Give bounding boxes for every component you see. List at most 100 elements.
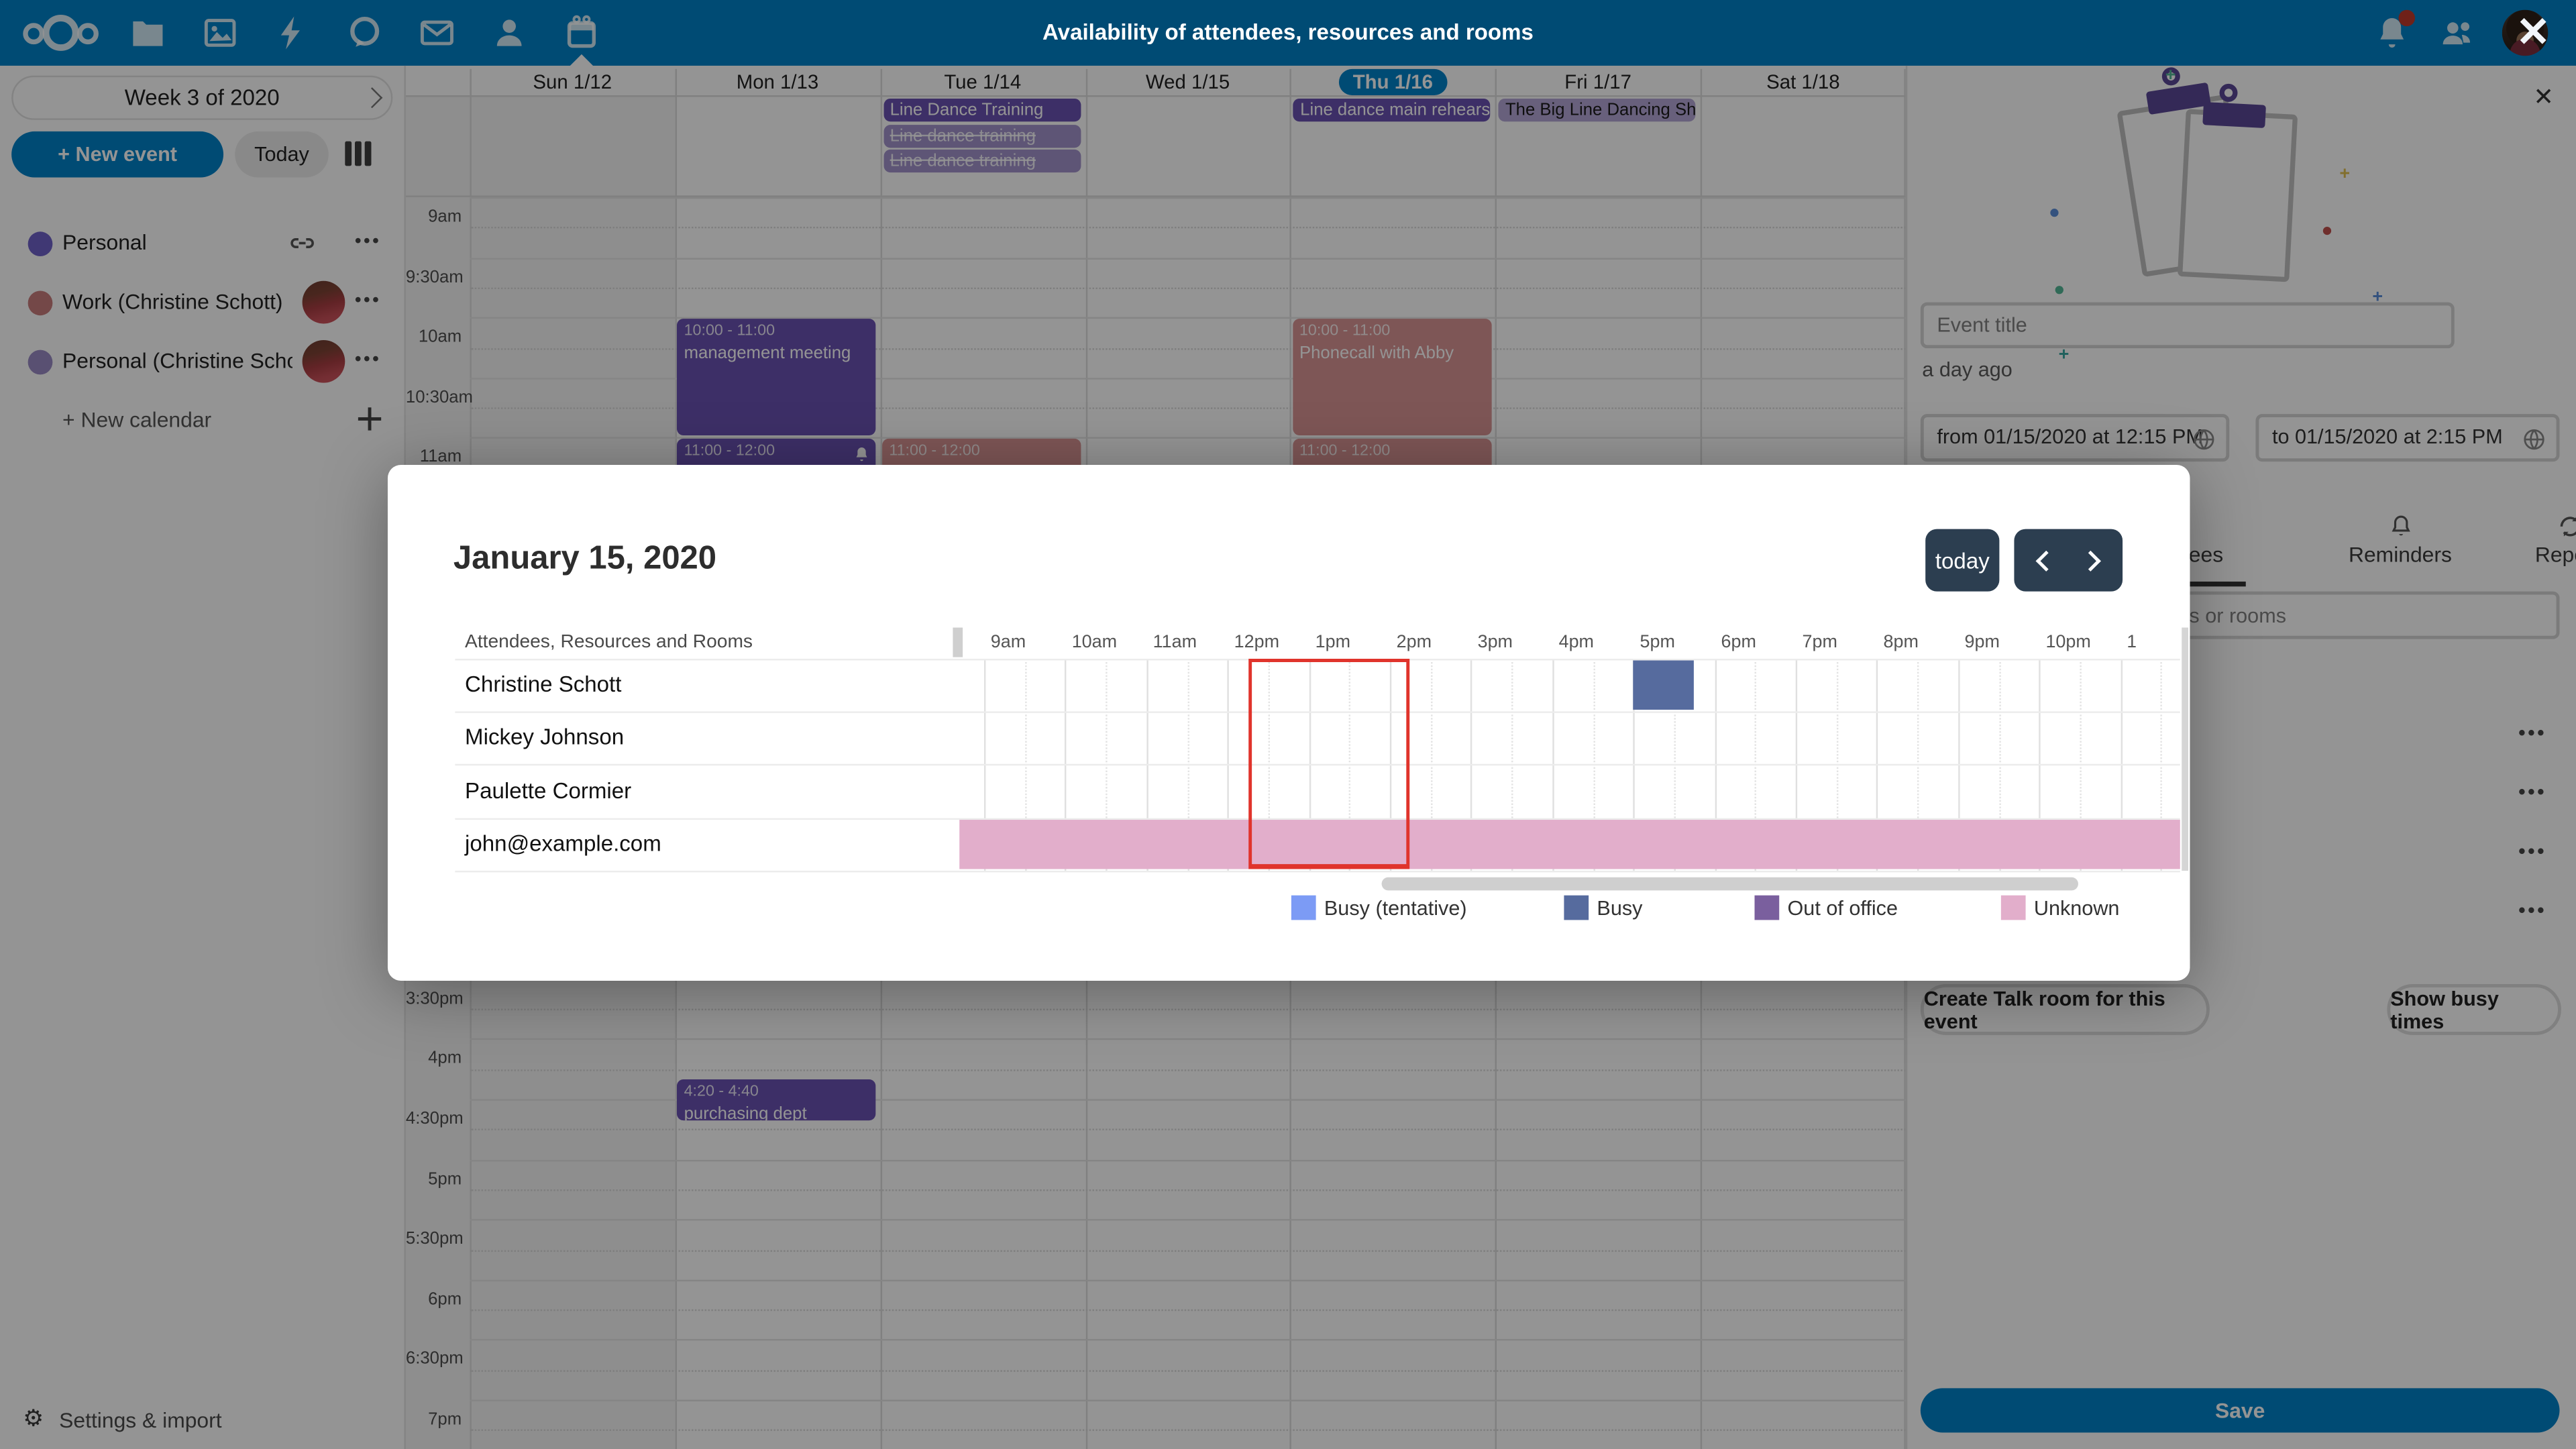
- timed-event[interactable]: 10:00 - 11:00 management meeting: [677, 318, 876, 436]
- slot-line: [470, 1219, 1906, 1222]
- slot-line: [470, 1279, 1906, 1281]
- gear-icon: ⚙: [23, 1404, 44, 1432]
- reminders-tab-icon: [2326, 513, 2474, 542]
- tab-repeat[interactable]: Repeat: [2496, 513, 2576, 585]
- slot-line: [470, 1038, 1906, 1041]
- calendar-color-dot: [28, 350, 53, 375]
- event-title-input[interactable]: [1920, 302, 2455, 349]
- new-calendar-button[interactable]: + New calendar: [62, 407, 212, 433]
- timed-event[interactable]: 4:20 - 4:40 purchasing dept: [677, 1079, 876, 1121]
- day-header: Fri 1/17: [1564, 70, 1631, 94]
- time-header-label: 2pm: [1396, 632, 1432, 653]
- week-selector[interactable]: Week 3 of 2020: [11, 75, 393, 120]
- row-border: [455, 870, 2180, 872]
- quarter-line: [470, 1430, 1906, 1432]
- time-header-label: 9pm: [1964, 632, 2000, 653]
- time-header-label: 1pm: [1315, 632, 1351, 653]
- time-header-label: 12pm: [1234, 632, 1280, 653]
- new-event-button[interactable]: + New event: [11, 131, 224, 178]
- row-border: [455, 817, 2180, 820]
- calendar-name: Personal (Christine Scho…: [62, 348, 292, 373]
- day-header: Wed 1/15: [1145, 70, 1230, 94]
- attendee-more-menu[interactable]: •••: [2518, 780, 2547, 804]
- calendar-list-item[interactable]: Work (Christine Schott) •••: [0, 273, 406, 332]
- time-label: 6:30pm: [405, 1349, 464, 1369]
- mail-app-icon[interactable]: [417, 13, 457, 53]
- vertical-scrollbar[interactable]: [2182, 627, 2189, 871]
- start-datetime-field[interactable]: from 01/15/2020 at 12:15 PM: [1920, 414, 2230, 462]
- allday-event[interactable]: The Big Line Dancing Show: [1499, 99, 1696, 123]
- slot-line: [470, 1399, 1906, 1401]
- calendar-more-menu[interactable]: •••: [354, 350, 382, 370]
- end-datetime-field[interactable]: to 01/15/2020 at 2:15 PM: [2255, 414, 2560, 462]
- time-header-label: 4pm: [1558, 632, 1595, 653]
- photos-app-icon[interactable]: [201, 13, 240, 53]
- user-avatar[interactable]: [2502, 9, 2548, 56]
- allday-event[interactable]: Line dance training: [883, 150, 1081, 173]
- contacts-menu-icon[interactable]: [2438, 13, 2477, 53]
- save-button[interactable]: Save: [1920, 1388, 2560, 1433]
- calendar-color-dot: [28, 290, 53, 316]
- event-title: purchasing dept: [684, 1104, 807, 1121]
- time-label: 6pm: [428, 1289, 462, 1309]
- calendar-more-menu[interactable]: •••: [354, 231, 382, 252]
- timezone-globe-icon[interactable]: [2522, 425, 2546, 466]
- share-link-icon[interactable]: [289, 230, 315, 256]
- quarter-line: [470, 407, 1906, 410]
- week-label: Week 3 of 2020: [124, 85, 280, 111]
- repeat-tab-icon: [2496, 513, 2576, 542]
- modified-timestamp: a day ago: [1922, 358, 2012, 382]
- allday-event[interactable]: Line dance main rehearsal: [1293, 99, 1491, 123]
- contacts-app-icon[interactable]: [490, 13, 529, 53]
- attendee-more-menu[interactable]: •••: [2518, 721, 2547, 745]
- modal-header-title: Availability of attendees, resources and…: [1042, 19, 1534, 45]
- calendar-more-menu[interactable]: •••: [354, 290, 382, 311]
- timezone-globe-icon[interactable]: [2192, 425, 2216, 466]
- quarter-line: [470, 1069, 1906, 1071]
- settings-import[interactable]: ⚙ Settings & import: [23, 1404, 222, 1433]
- nextcloud-logo-icon[interactable]: [23, 13, 102, 53]
- activity-app-icon[interactable]: [273, 13, 313, 53]
- horizontal-scrollbar-thumb[interactable]: [1381, 877, 2078, 890]
- time-header-label: 10pm: [2045, 632, 2091, 653]
- time-label: 5pm: [428, 1169, 462, 1189]
- calendar-list-item[interactable]: Personal •••: [0, 213, 406, 272]
- calendar-owner-avatar: [302, 280, 345, 324]
- notifications-bell-icon[interactable]: [2372, 9, 2416, 53]
- slot-line: [470, 1099, 1906, 1101]
- time-header-label: 5pm: [1640, 632, 1675, 653]
- day-header: Sun 1/12: [533, 70, 612, 94]
- talk-app-icon[interactable]: [345, 13, 384, 53]
- time-label: 5:30pm: [405, 1229, 464, 1249]
- event-title: management meeting: [684, 343, 851, 363]
- attendee-more-menu[interactable]: •••: [2518, 839, 2547, 863]
- previous-day-button[interactable]: [2024, 538, 2068, 582]
- calendar-app-icon[interactable]: [562, 13, 602, 53]
- allday-separator: [405, 195, 1906, 197]
- view-mode-icon[interactable]: [345, 141, 378, 168]
- quarter-line: [470, 1008, 1906, 1011]
- create-talk-room-button[interactable]: Create Talk room for this event: [1920, 983, 2210, 1035]
- timed-event[interactable]: 10:00 - 11:00 Phonecall with Abby: [1293, 318, 1492, 436]
- attendee-more-menu[interactable]: •••: [2518, 898, 2547, 922]
- files-app-icon[interactable]: [128, 13, 168, 53]
- quarter-line: [470, 287, 1906, 289]
- allday-event[interactable]: Line dance training: [883, 124, 1081, 148]
- row-border: [455, 711, 2180, 714]
- tab-reminders[interactable]: Reminders: [2326, 513, 2474, 585]
- row-border: [455, 764, 2180, 767]
- legend-swatch: [1754, 895, 1780, 920]
- calendar-list-item[interactable]: Personal (Christine Scho… •••: [0, 332, 406, 391]
- attendee-name: Mickey Johnson: [465, 724, 625, 750]
- next-day-button[interactable]: [2068, 538, 2112, 582]
- time-label: 4pm: [428, 1049, 462, 1069]
- today-button[interactable]: Today: [235, 131, 329, 178]
- close-editor-icon[interactable]: ✕: [2533, 83, 2555, 112]
- slot-line: [470, 1339, 1906, 1342]
- slot-line: [470, 1159, 1906, 1161]
- plus-icon[interactable]: [358, 407, 382, 431]
- show-busy-times-button[interactable]: Show busy times: [2387, 983, 2561, 1035]
- modal-close-icon[interactable]: ✕: [2516, 9, 2551, 56]
- modal-today-button[interactable]: today: [1925, 529, 2000, 592]
- allday-event[interactable]: Line Dance Training: [883, 99, 1081, 123]
